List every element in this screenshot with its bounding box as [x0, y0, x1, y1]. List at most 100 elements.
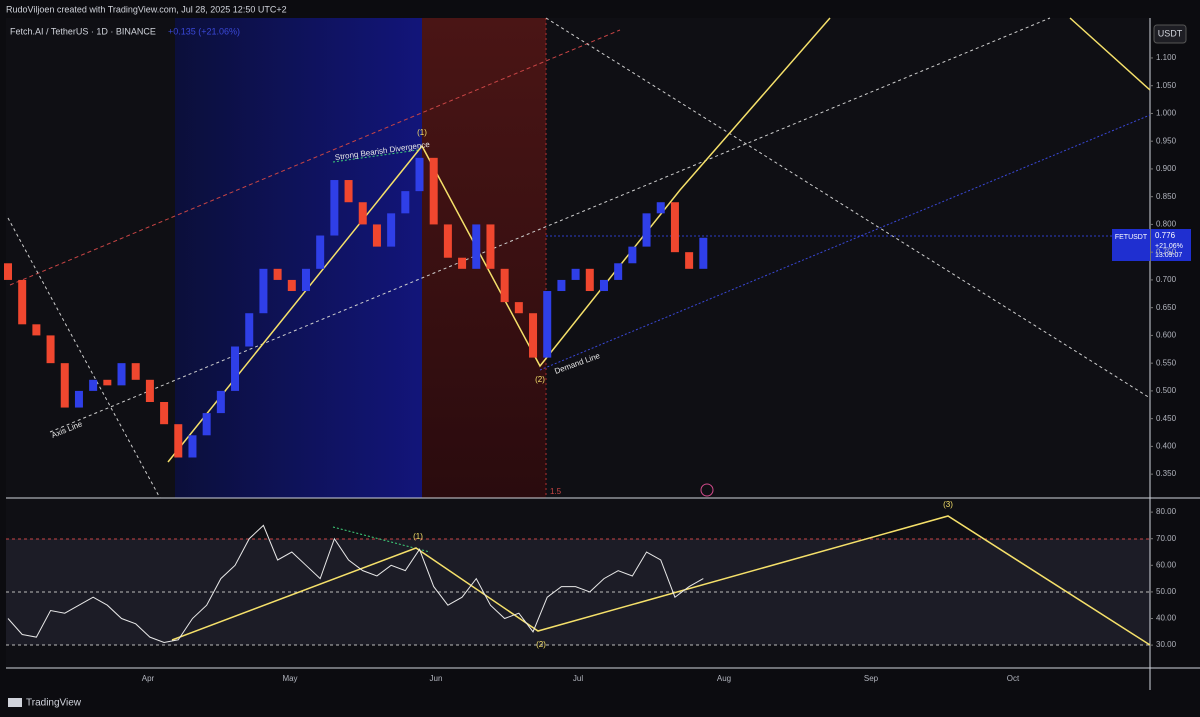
symbol: Fetch.AI / TetherUS · 1D · BINANCE — [10, 26, 156, 36]
candle — [188, 435, 197, 458]
axis-line — [49, 17, 1051, 433]
wave-label: (1) — [417, 128, 427, 137]
wave-label: (2) — [535, 375, 545, 384]
candle — [628, 246, 637, 264]
y-tick-label: 80.00 — [1156, 507, 1177, 516]
candle — [46, 335, 55, 364]
wave-path — [1069, 17, 1151, 91]
y-tick-label: 1.050 — [1156, 81, 1177, 90]
candle — [557, 279, 566, 292]
y-tick-label: 0.950 — [1156, 136, 1177, 145]
y-tick-label: 60.00 — [1156, 560, 1177, 569]
wave-path — [167, 17, 831, 463]
candle — [202, 413, 211, 436]
x-tick-label: Sep — [864, 674, 879, 683]
candle — [699, 237, 708, 269]
candle — [642, 213, 651, 247]
x-tick-label: Oct — [1007, 674, 1020, 683]
y-tick-label: 1.100 — [1156, 53, 1177, 62]
rsi-line — [7, 524, 704, 643]
x-tick-label: May — [282, 674, 297, 683]
candle — [443, 224, 452, 258]
candle — [89, 379, 98, 391]
x-tick-label: Aug — [717, 674, 731, 683]
candle — [543, 291, 552, 358]
candle — [458, 257, 467, 269]
candle — [18, 279, 27, 325]
y-tick-label: 0.450 — [1156, 414, 1177, 423]
candle — [472, 224, 481, 269]
candle — [131, 363, 140, 380]
candle — [500, 268, 509, 303]
candle — [160, 402, 169, 425]
price-tag-countdown: 13:09:07 — [1155, 252, 1182, 259]
x-tick-label: Apr — [142, 674, 155, 683]
divergence-line — [332, 526, 431, 553]
candle — [372, 224, 381, 247]
wave-label: (1) — [413, 532, 423, 541]
trend-line — [545, 17, 1151, 399]
candle — [599, 279, 608, 292]
y-tick-label: 30.00 — [1156, 640, 1177, 649]
x-tick-label: Jun — [430, 674, 443, 683]
candle — [32, 324, 41, 336]
candle — [571, 268, 580, 280]
y-tick-label: 40.00 — [1156, 614, 1177, 623]
candle — [614, 263, 623, 280]
candle — [74, 390, 83, 408]
channel-top — [9, 29, 621, 286]
candle — [287, 279, 296, 292]
candle — [60, 363, 69, 408]
y-tick-label: 0.700 — [1156, 275, 1177, 284]
candle — [216, 390, 225, 414]
currency-button[interactable] — [1153, 24, 1187, 44]
footer-logo — [8, 698, 22, 707]
candle — [301, 268, 310, 292]
price-tag-price: 0.776 — [1155, 231, 1176, 240]
trend-line — [7, 217, 161, 499]
y-tick-label: 0.650 — [1156, 303, 1177, 312]
candle — [245, 313, 254, 347]
candle — [316, 235, 325, 269]
candle — [486, 224, 495, 269]
y-tick-label: 0.400 — [1156, 442, 1177, 451]
change: +0.135 (+21.06%) — [168, 26, 240, 36]
x-tick-label: Jul — [573, 674, 583, 683]
candle — [103, 379, 112, 386]
y-tick-label: 50.00 — [1156, 587, 1177, 596]
candle — [358, 202, 367, 225]
candle — [145, 379, 154, 402]
currency-label[interactable]: USDT — [1158, 28, 1183, 38]
y-tick-label: 0.750 — [1156, 247, 1177, 256]
drawings — [6, 17, 1151, 646]
candle — [344, 180, 353, 203]
candle — [429, 157, 438, 225]
y-tick-label: 0.350 — [1156, 469, 1177, 478]
candle — [4, 263, 12, 280]
event-icon[interactable] — [700, 483, 714, 497]
y-tick-label: 0.900 — [1156, 164, 1177, 173]
candle — [401, 191, 410, 214]
candle — [273, 268, 282, 280]
fib-label: 1.5 — [550, 487, 562, 496]
candle — [174, 424, 183, 458]
y-tick-label: 0.850 — [1156, 192, 1177, 201]
candle — [231, 346, 240, 391]
wave-label: (2) — [536, 640, 546, 649]
symbol-tag — [1112, 229, 1150, 261]
y-tick-label: 0.600 — [1156, 331, 1177, 340]
attribution: RudoViljoen created with TradingView.com… — [6, 4, 287, 14]
candle — [330, 180, 339, 236]
candle — [685, 252, 694, 269]
price-tag — [1151, 229, 1191, 261]
y-tick-label: 0.550 — [1156, 358, 1177, 367]
y-tick-label: 0.500 — [1156, 386, 1177, 395]
rsi-wave-path — [171, 515, 1151, 646]
blue-zone — [175, 18, 422, 498]
candle — [259, 268, 268, 314]
candle — [387, 213, 396, 247]
y-tick-label: 70.00 — [1156, 534, 1177, 543]
candle — [529, 313, 538, 358]
candle — [656, 202, 665, 214]
